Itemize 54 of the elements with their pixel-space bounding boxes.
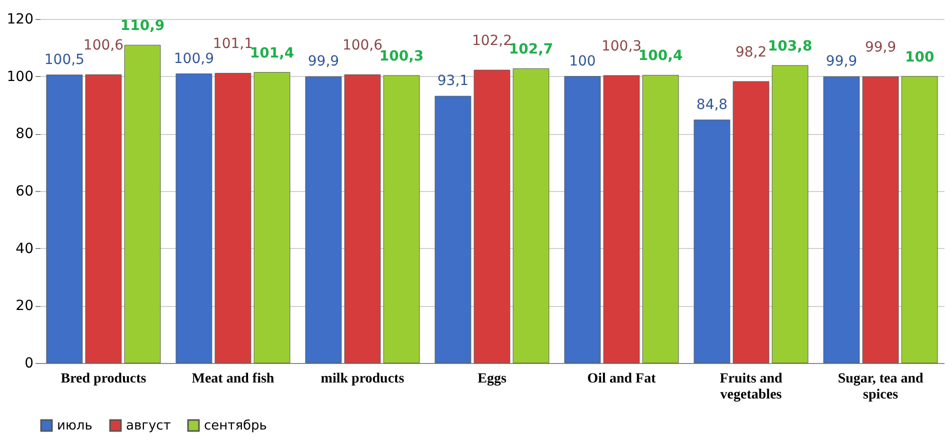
data-label: 103,8 — [768, 38, 812, 54]
y-tick-label: 40 — [16, 240, 34, 257]
data-label: 100 — [904, 49, 934, 66]
y-tick-label: 20 — [16, 298, 34, 314]
y-tick-label: 0 — [24, 356, 34, 372]
bar — [642, 74, 679, 364]
bar — [254, 72, 290, 364]
data-label: 100,5 — [44, 52, 84, 68]
y-tick-label: 60 — [16, 184, 34, 200]
bar — [901, 76, 938, 364]
bar — [512, 68, 550, 364]
bar — [434, 96, 472, 364]
bar — [305, 76, 342, 364]
bar — [474, 70, 510, 364]
bar — [124, 44, 161, 364]
x-tick-label: Sugar, tea and spices — [838, 372, 924, 402]
legend-label: сентябрь — [204, 418, 267, 434]
x-tick-label: milk products — [320, 372, 405, 386]
bar — [383, 75, 420, 364]
bar — [176, 74, 212, 364]
data-label: 99,9 — [308, 54, 340, 70]
data-label: 100,3 — [379, 48, 424, 64]
data-label: 100 — [569, 53, 596, 70]
data-label: 100,3 — [601, 38, 642, 54]
bar — [694, 120, 730, 364]
bar — [564, 76, 601, 364]
x-tick-label: Eggs — [478, 372, 507, 386]
x-tick-label: Oil and Fat — [587, 372, 656, 386]
bar — [603, 75, 640, 364]
data-label: 98,2 — [735, 44, 767, 60]
data-label: 84,8 — [696, 96, 728, 113]
data-label: 100,9 — [174, 50, 214, 67]
bar — [862, 76, 899, 364]
data-label: 99,9 — [826, 54, 858, 70]
legend-label: июль — [57, 418, 92, 434]
data-label: 110,9 — [120, 18, 165, 34]
data-label: 93,1 — [437, 73, 469, 90]
y-tick-label: 120 — [6, 12, 34, 28]
bar — [46, 74, 83, 364]
y-tick-label: 80 — [16, 126, 34, 142]
bar — [772, 65, 808, 364]
legend-label: август — [126, 418, 172, 434]
bar — [214, 72, 252, 364]
x-tick-label: Meat and fish — [192, 372, 274, 386]
x-tick-label: Fruits and vegetables — [720, 372, 783, 402]
x-tick-label: Bred products — [60, 372, 147, 386]
data-label: 100,6 — [83, 38, 124, 54]
bar — [823, 76, 860, 364]
y-tick-label: 100 — [6, 68, 34, 85]
bar — [732, 81, 770, 364]
data-label: 102,7 — [508, 42, 554, 58]
bar — [344, 74, 381, 364]
data-label: 99,9 — [864, 40, 896, 56]
bar — [85, 74, 122, 364]
